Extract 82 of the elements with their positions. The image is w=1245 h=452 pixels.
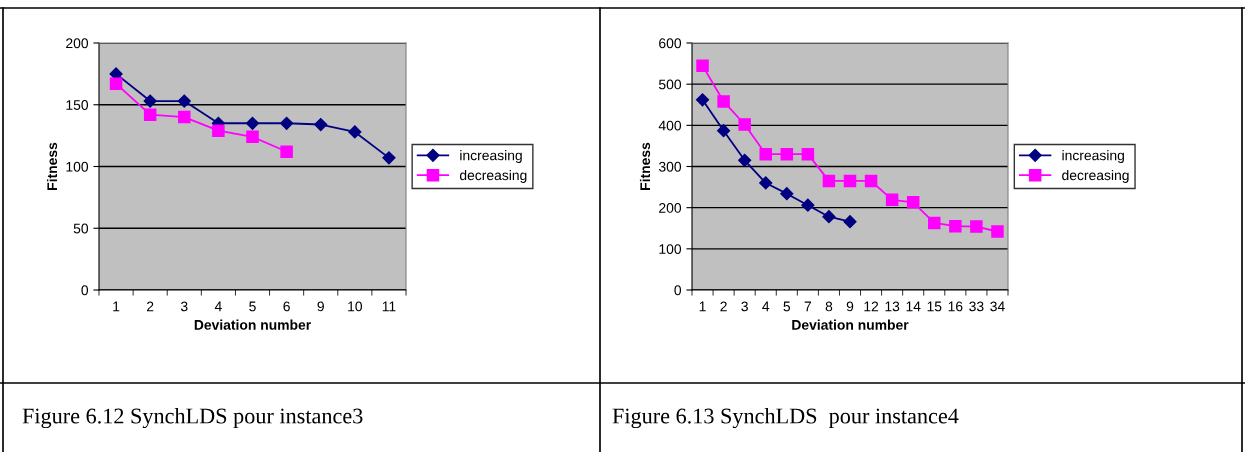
x-tick-label: 9 xyxy=(317,301,324,312)
y-tick-label: 50 xyxy=(73,223,89,234)
point xyxy=(280,145,293,158)
x-tick-label: 11 xyxy=(382,301,396,312)
y-tick-label: 100 xyxy=(659,244,682,254)
point xyxy=(970,220,983,233)
point xyxy=(738,118,751,131)
y-tick-label: 300 xyxy=(658,161,682,172)
x-tick-label: 13 xyxy=(885,301,900,312)
y-tick-label: 200 xyxy=(659,203,682,213)
y-axis-title: Fitness xyxy=(639,142,651,190)
x-tick-label: 14 xyxy=(906,301,921,312)
point xyxy=(382,151,396,165)
caption: Figure 6.13 SynchLDS pour instance4 xyxy=(612,407,959,429)
point xyxy=(906,196,920,209)
x-tick-label: 7 xyxy=(804,301,812,312)
point xyxy=(801,147,815,161)
x-tick-label: 4 xyxy=(214,301,222,312)
point xyxy=(780,147,794,161)
point xyxy=(695,93,710,107)
point xyxy=(109,77,123,91)
x-tick-label: 5 xyxy=(249,301,256,312)
y-tick-label: 100 xyxy=(66,161,89,172)
point xyxy=(717,124,731,138)
x-tick-label: 2 xyxy=(147,301,154,312)
point xyxy=(759,176,773,190)
x-axis-title: Deviation number xyxy=(194,319,311,330)
point xyxy=(717,95,730,108)
y-tick-label: 0 xyxy=(81,285,89,296)
y-tick-label: 500 xyxy=(658,79,682,90)
x-tick-label: 16 xyxy=(948,301,963,312)
point xyxy=(143,94,157,108)
point xyxy=(949,219,962,233)
x-tick-label: 1 xyxy=(113,301,120,312)
x-tick-label: 34 xyxy=(990,301,1005,312)
point xyxy=(738,153,752,167)
point xyxy=(801,198,815,212)
y-tick-label: 150 xyxy=(66,100,89,110)
x-tick-label: 33 xyxy=(969,301,984,312)
x-tick-label: 3 xyxy=(741,301,748,312)
point xyxy=(212,124,225,137)
legend-label: decreasing xyxy=(1062,169,1129,183)
point xyxy=(245,116,260,130)
x-tick-label: 8 xyxy=(825,301,833,312)
point xyxy=(864,174,878,188)
y-tick-label: 400 xyxy=(658,120,682,131)
x-tick-label: 2 xyxy=(720,301,727,312)
x-tick-label: 9 xyxy=(846,301,854,312)
caption: Figure 6.12 SynchLDS pour instance3 xyxy=(22,407,363,429)
point xyxy=(843,174,857,188)
point xyxy=(780,187,794,201)
point xyxy=(991,225,1004,238)
legend-label: decreasing xyxy=(459,169,527,183)
point xyxy=(822,210,836,224)
point xyxy=(246,130,259,144)
y-tick-label: 600 xyxy=(659,38,682,49)
point xyxy=(314,117,328,132)
point xyxy=(822,174,836,188)
x-tick-label: 3 xyxy=(180,301,188,312)
x-tick-label: 4 xyxy=(762,301,770,312)
x-tick-label: 15 xyxy=(927,301,942,312)
y-tick-label: 0 xyxy=(674,285,682,296)
y-axis-title: Fitness xyxy=(46,142,58,190)
x-tick-label: 6 xyxy=(283,301,290,312)
y-tick-label: 200 xyxy=(66,38,89,49)
point xyxy=(177,94,191,108)
legend-label: increasing xyxy=(460,150,522,164)
point xyxy=(696,59,709,72)
point xyxy=(143,108,157,121)
x-tick-label: 12 xyxy=(864,301,879,312)
point xyxy=(885,193,899,207)
point xyxy=(348,125,362,139)
point xyxy=(178,110,191,124)
point xyxy=(280,116,294,130)
point xyxy=(759,147,772,161)
x-tick-label: 1 xyxy=(699,301,706,312)
legend-label: increasing xyxy=(1062,150,1124,164)
x-tick-label: 10 xyxy=(348,301,363,312)
x-axis-title: Deviation number xyxy=(792,319,909,330)
point xyxy=(928,216,941,230)
point xyxy=(843,215,857,229)
x-tick-label: 5 xyxy=(783,301,791,312)
